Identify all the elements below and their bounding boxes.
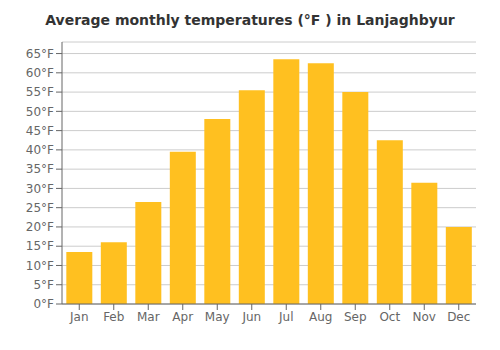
svg-text:Jan: Jan — [69, 310, 89, 324]
svg-text:Sep: Sep — [344, 310, 367, 324]
svg-text:Oct: Oct — [379, 310, 400, 324]
svg-text:65°F: 65°F — [26, 47, 54, 61]
svg-text:5°F: 5°F — [33, 278, 54, 292]
svg-text:55°F: 55°F — [26, 85, 54, 99]
svg-text:40°F: 40°F — [26, 143, 54, 157]
svg-text:35°F: 35°F — [26, 162, 54, 176]
svg-text:30°F: 30°F — [26, 182, 54, 196]
svg-text:Aug: Aug — [309, 310, 332, 324]
svg-text:25°F: 25°F — [26, 201, 54, 215]
svg-text:Dec: Dec — [447, 310, 470, 324]
svg-text:Jun: Jun — [241, 310, 261, 324]
svg-text:Nov: Nov — [413, 310, 436, 324]
svg-text:20°F: 20°F — [26, 220, 54, 234]
svg-text:May: May — [205, 310, 230, 324]
svg-text:15°F: 15°F — [26, 239, 54, 253]
svg-text:50°F: 50°F — [26, 105, 54, 119]
svg-text:60°F: 60°F — [26, 66, 54, 80]
svg-text:10°F: 10°F — [26, 259, 54, 273]
html-text:Average monthly temperatures (: Average monthly temperatures (°F ) in La… — [45, 12, 455, 28]
svg-text:Feb: Feb — [103, 310, 124, 324]
svg-text:45°F: 45°F — [26, 124, 54, 138]
svg-text:Mar: Mar — [137, 310, 160, 324]
svg-text:0°F: 0°F — [33, 297, 54, 311]
svg-text:Jul: Jul — [278, 310, 293, 324]
svg-text:Apr: Apr — [172, 310, 193, 324]
